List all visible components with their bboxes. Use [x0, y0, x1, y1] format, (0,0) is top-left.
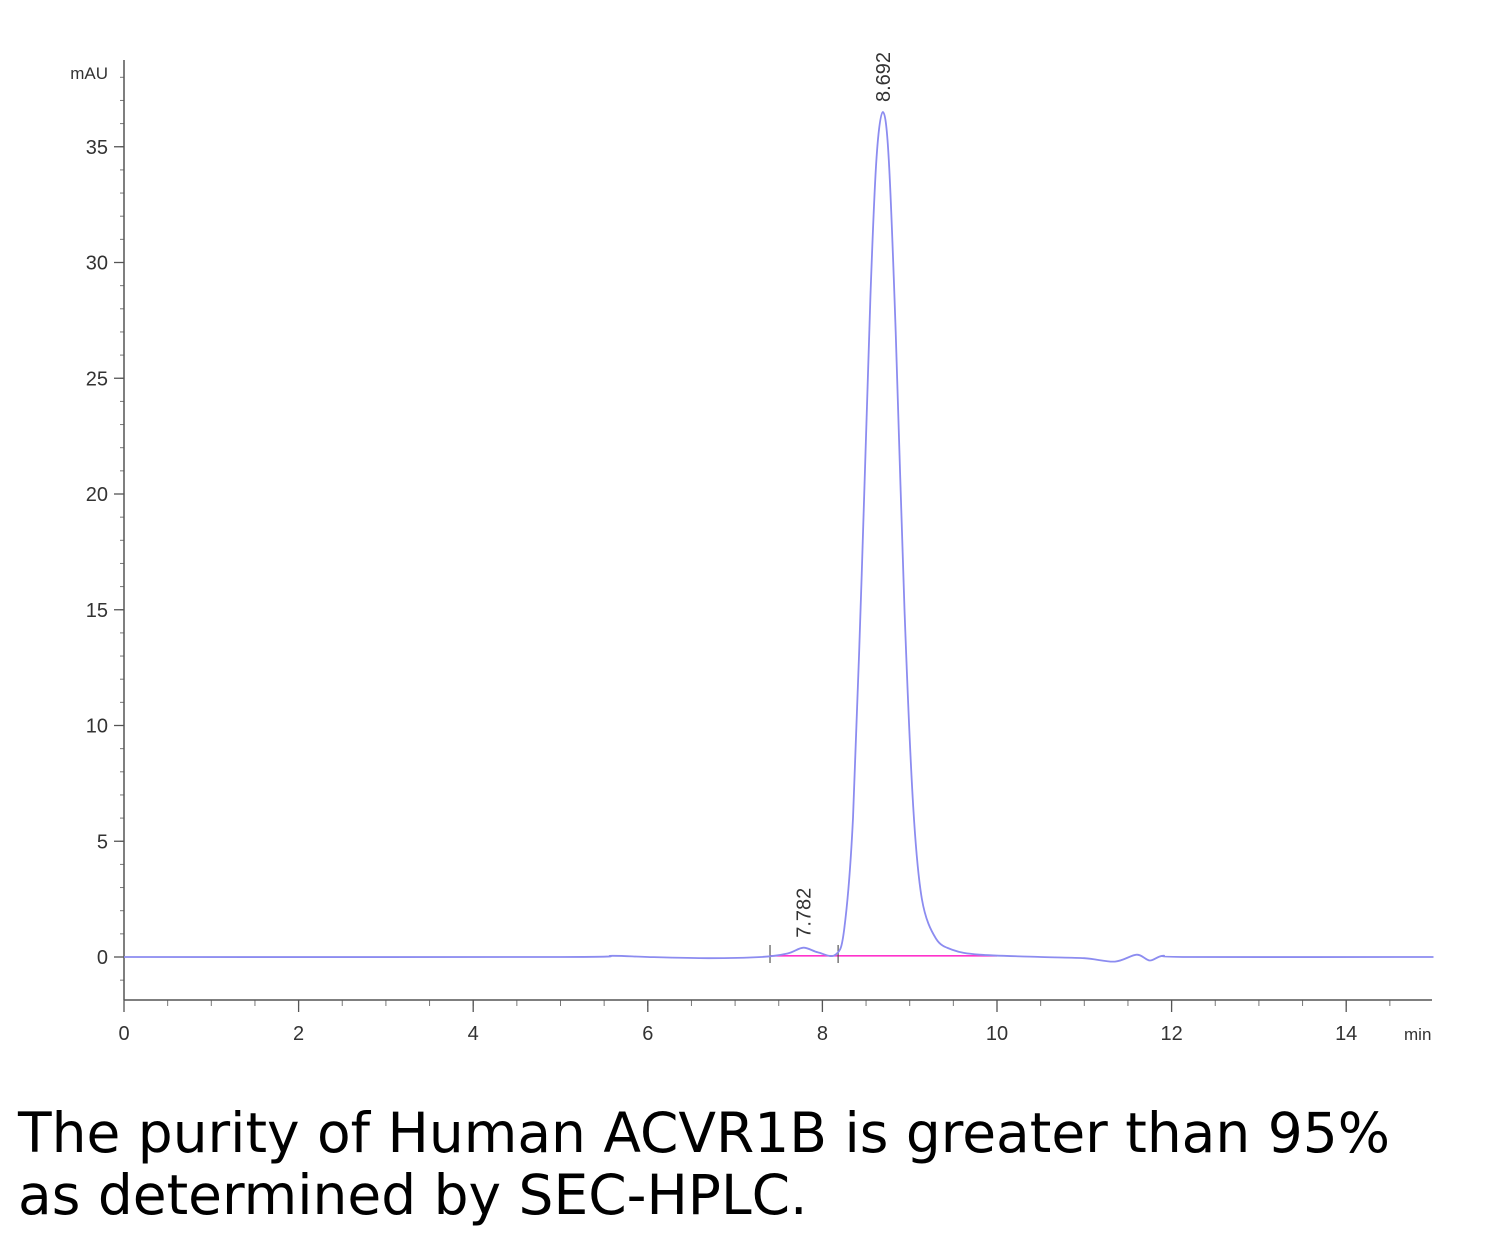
x-tick-label: 14 — [1335, 1023, 1357, 1045]
x-tick-label: 6 — [642, 1023, 653, 1045]
x-tick-label: 10 — [986, 1023, 1008, 1045]
y-tick-label: 20 — [86, 484, 108, 506]
peak-label: 7.782 — [793, 888, 815, 938]
chromatogram-chart: 0 5 10 15 20 25 30 35 0 2 4 6 8 10 12 14 mAU min 7.782… — [70, 52, 1434, 1045]
y-tick-label: 30 — [86, 253, 108, 275]
y-axis-unit-label: mAU — [70, 64, 108, 83]
y-tick-label: 15 — [86, 600, 108, 622]
integration-marks — [769, 945, 839, 963]
y-tick-label: 10 — [86, 716, 108, 738]
peak-labels: 7.782 8.692 — [793, 52, 894, 938]
purity-caption: The purity of Human ACVR1B is greater th… — [18, 1101, 1390, 1227]
x-axis-minor-ticks — [123, 1000, 1391, 1006]
y-tick-label: 0 — [97, 947, 108, 969]
x-tick-label: 2 — [293, 1023, 304, 1045]
y-tick-label: 25 — [86, 368, 108, 390]
y-tick-label: 5 — [97, 831, 108, 853]
x-axis-ticks: 0 2 4 6 8 10 12 14 — [118, 1000, 1357, 1045]
x-tick-label: 4 — [468, 1023, 479, 1045]
x-tick-label: 12 — [1160, 1023, 1182, 1045]
x-tick-label: 8 — [817, 1023, 828, 1045]
x-axis-unit-label: min — [1404, 1025, 1431, 1044]
peak-label: 8.692 — [873, 52, 895, 102]
chromatogram-trace — [123, 111, 1434, 963]
y-axis-ticks: 0 5 10 15 20 25 30 35 — [86, 137, 124, 969]
y-tick-label: 35 — [86, 137, 108, 159]
x-tick-label: 0 — [118, 1023, 129, 1045]
